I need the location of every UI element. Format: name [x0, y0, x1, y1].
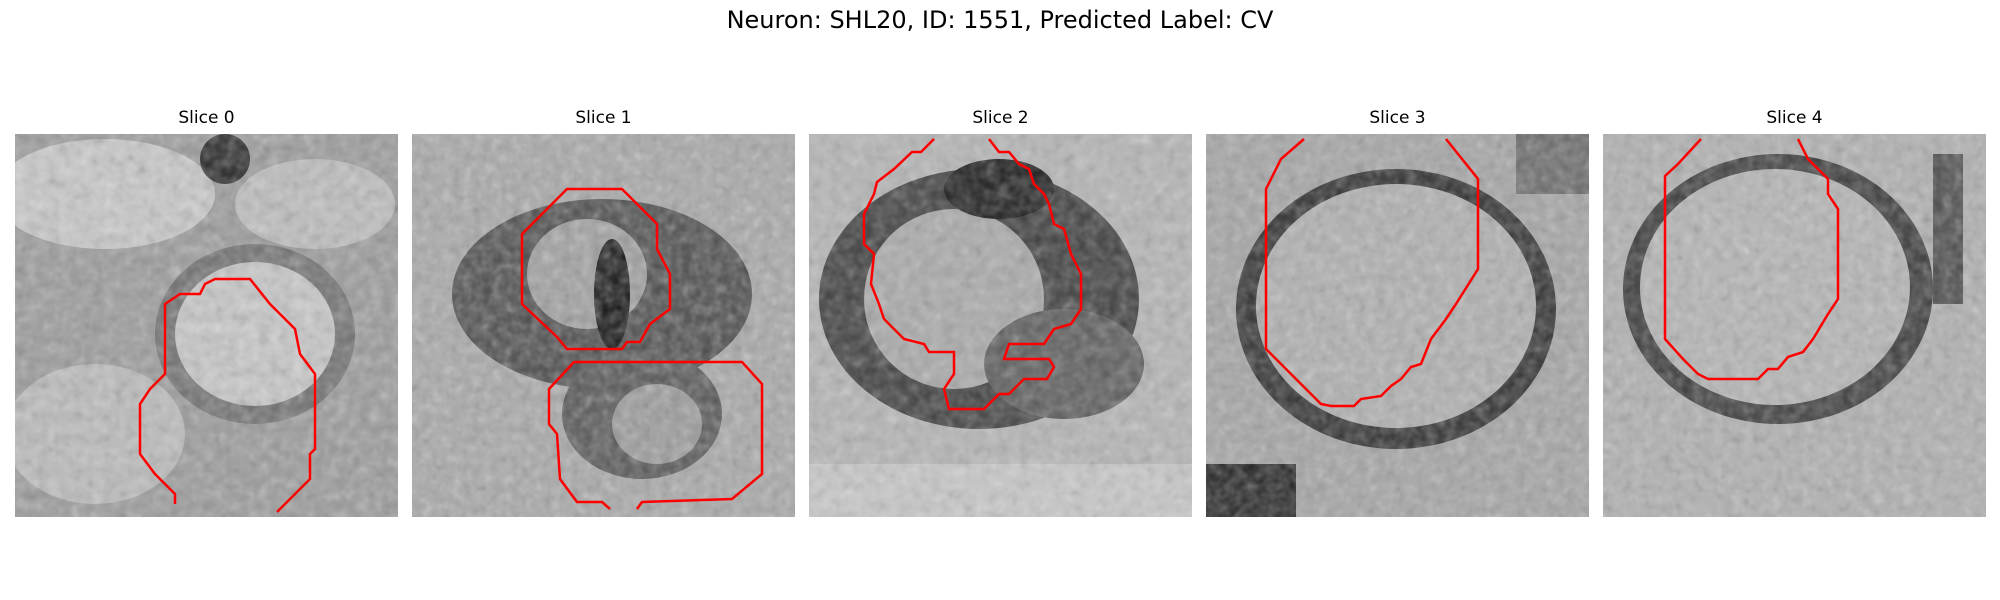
slice-image-3 [1206, 134, 1589, 517]
slice-image-4 [1603, 134, 1986, 517]
slice-title-3: Slice 3 [1369, 108, 1426, 128]
contour-line [138, 277, 317, 513]
slice-image-1 [412, 134, 795, 517]
contour-line-lower [547, 360, 764, 510]
slice-image-2 [809, 134, 1192, 517]
figure-title: Neuron: SHL20, ID: 1551, Predicted Label… [726, 6, 1274, 34]
slice-title-0: Slice 0 [178, 108, 235, 128]
slice-title-4: Slice 4 [1766, 108, 1823, 128]
slice-title-1: Slice 1 [575, 108, 632, 128]
slice-image-0 [15, 134, 398, 517]
contour-line-upper [520, 187, 672, 351]
contour-line [1264, 138, 1480, 408]
contour-line [1663, 138, 1840, 381]
contour-line [862, 138, 1083, 411]
slice-title-2: Slice 2 [972, 108, 1029, 128]
